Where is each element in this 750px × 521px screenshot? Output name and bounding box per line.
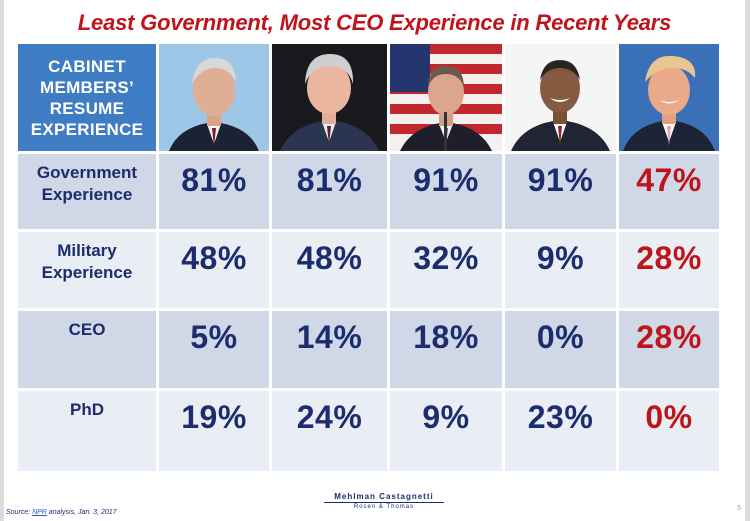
row-label-line: CEO [68,320,106,339]
value-cell: 48% [159,232,269,308]
source-suffix: analysis, Jan. 3, 2017 [46,509,117,516]
value-cell: 9% [505,232,616,308]
source-note: Source: NPR analysis, Jan. 3, 2017 [6,509,117,516]
value-cell: 23% [505,391,616,471]
header-line: EXPERIENCE [30,119,144,139]
header-line: MEMBERS’ [39,77,134,97]
president-5-portrait-photo [619,44,719,151]
value-cell: 32% [390,232,502,308]
firm-logo: Mehlman Castagnetti Rosen & Thomas [294,492,474,510]
header-line: CABINET [48,56,126,76]
header-line: RESUME [49,98,125,118]
row-label: PhD [18,391,156,471]
source-prefix: Source: [6,509,33,516]
page-number: 5 [737,505,741,512]
value-cell: 48% [272,232,387,308]
value-cell: 14% [272,311,387,388]
value-cell: 5% [159,311,269,388]
table-header-cell: CABINET MEMBERS’ RESUME EXPERIENCE [18,44,156,151]
slide-title: Least Government, Most CEO Experience in… [77,10,672,35]
value-cell: 0% [505,311,616,388]
value-cell: 81% [159,154,269,229]
row-label: Government Experience [18,154,156,229]
value-cell: 91% [390,154,502,229]
value-cell: 91% [505,154,616,229]
value-cell: 9% [390,391,502,471]
president-2-portrait-photo [272,44,387,151]
value-cell: 28% [619,311,719,388]
president-1-portrait-photo [159,44,269,151]
row-label-line: Military [57,241,117,260]
value-cell: 81% [272,154,387,229]
row-label-line: Experience [41,263,133,282]
row-label: CEO [18,311,156,388]
row-label-line: Government [36,163,138,182]
row-label: Military Experience [18,232,156,308]
source-link[interactable]: NPR [32,509,47,516]
logo-divider [324,502,444,503]
cabinet-experience-table: CABINET MEMBERS’ RESUME EXPERIENCE [18,44,719,471]
value-cell: 18% [390,311,502,388]
slide: Least Government, Most CEO Experience in… [4,0,745,521]
president-4-portrait-photo [505,44,616,151]
row-label-line: Experience [41,185,133,204]
value-cell: 47% [619,154,719,229]
logo-line-1: Mehlman Castagnetti [334,492,434,501]
president-3-portrait-photo [390,44,502,151]
value-cell: 19% [159,391,269,471]
logo-line-2: Rosen & Thomas [353,504,415,510]
row-label-line: PhD [70,400,104,419]
value-cell: 24% [272,391,387,471]
value-cell: 28% [619,232,719,308]
value-cell: 0% [619,391,719,471]
